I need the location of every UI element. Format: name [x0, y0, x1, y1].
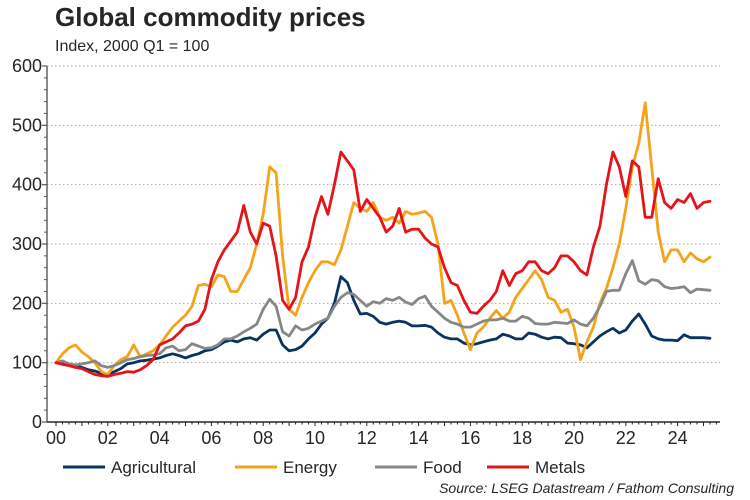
- series-line-agricultural: [54, 275, 712, 376]
- series-line-food: [54, 259, 712, 369]
- chart-subtitle: Index, 2000 Q1 = 100: [55, 38, 210, 55]
- y-tick-label: 500: [12, 115, 42, 135]
- x-tick-label: 04: [150, 428, 170, 448]
- x-tick-label: 18: [512, 428, 532, 448]
- axes: 0 100 200 300 400 500 600 00 02 04 06 08 10 12 14 16 18 2…: [12, 56, 720, 448]
- legend-label-agricultural: Agricultural: [111, 458, 196, 477]
- x-tick-label: 12: [357, 428, 377, 448]
- y-tick-label: 0: [32, 412, 42, 432]
- x-tick-label: 00: [46, 428, 66, 448]
- series-line-metals: [54, 150, 712, 378]
- series-lines: [54, 101, 712, 378]
- source-note: Source: LSEG Datastream / Fathom Consult…: [439, 480, 734, 496]
- chart-title: Global commodity prices: [55, 2, 366, 32]
- x-tick-label: 08: [253, 428, 273, 448]
- x-tick-label: 22: [616, 428, 636, 448]
- y-tick-label: 200: [12, 293, 42, 313]
- series-line-energy: [54, 101, 712, 376]
- x-tick-label: 20: [564, 428, 584, 448]
- legend: Agricultural Energy Food Metals: [63, 458, 585, 477]
- x-tick-label: 16: [460, 428, 480, 448]
- legend-label-metals: Metals: [535, 458, 585, 477]
- y-tick-label: 100: [12, 353, 42, 373]
- legend-label-food: Food: [423, 458, 462, 477]
- x-tick-label: 02: [98, 428, 118, 448]
- y-tick-label: 300: [12, 234, 42, 254]
- x-tick-label: 10: [305, 428, 325, 448]
- x-tick-label: 24: [668, 428, 688, 448]
- x-tick-label: 06: [201, 428, 221, 448]
- gridlines: [47, 65, 720, 364]
- x-tick-label: 14: [409, 428, 429, 448]
- legend-label-energy: Energy: [283, 458, 337, 477]
- y-tick-label: 400: [12, 175, 42, 195]
- y-tick-label: 600: [12, 56, 42, 76]
